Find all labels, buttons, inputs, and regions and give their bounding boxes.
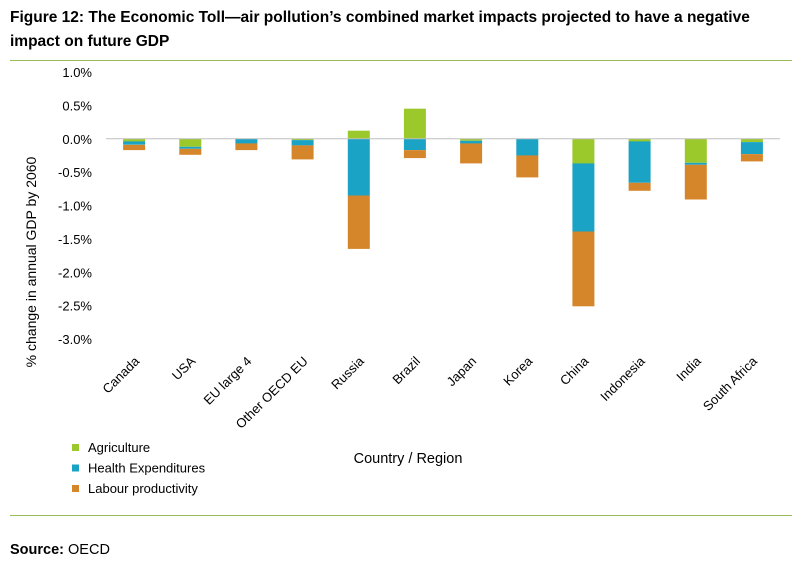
stacked-bar-chart: 1.0% 0.5% 0.0% -0.5% -1.0% -1.5% -2.0% -2.5% -3.… xyxy=(23,65,780,496)
bar-labour-productivity xyxy=(123,144,146,151)
bar-labour-productivity xyxy=(628,182,651,191)
bars-group xyxy=(123,108,763,307)
bar-labour-productivity xyxy=(684,164,707,200)
y-tick-label: 0.5% xyxy=(62,98,92,113)
bar-labour-productivity xyxy=(235,143,258,151)
x-tick-label: Japan xyxy=(444,354,480,390)
legend-swatch xyxy=(72,464,79,472)
bar-agriculture xyxy=(123,138,146,142)
y-axis-title: % change in annual GDP by 2060 xyxy=(23,156,39,367)
legend-label: Health Expenditures xyxy=(88,461,206,476)
x-tick-label: Korea xyxy=(500,353,536,389)
bottom-divider xyxy=(10,515,792,516)
y-tick-label: -2.5% xyxy=(58,299,92,314)
bar-agriculture xyxy=(179,138,202,147)
x-axis-title: Country / Region xyxy=(354,451,463,467)
bar-health-expenditures xyxy=(740,142,763,155)
figure-title: Figure 12: The Economic Toll—air polluti… xyxy=(10,9,750,50)
bar-health-expenditures xyxy=(628,141,651,183)
x-tick-label: Indonesia xyxy=(597,353,648,404)
bar-health-expenditures xyxy=(684,162,707,165)
bar-health-expenditures xyxy=(235,138,258,144)
bar-agriculture xyxy=(291,138,314,141)
x-tick-label: Canada xyxy=(99,353,142,396)
top-divider xyxy=(10,60,792,61)
bar-agriculture xyxy=(684,138,707,163)
x-tick-label: EU large 4 xyxy=(200,354,254,408)
source-value: OECD xyxy=(68,542,110,558)
bar-labour-productivity xyxy=(347,195,370,249)
y-tick-label: 0.0% xyxy=(62,132,92,147)
bar-labour-productivity xyxy=(403,150,426,159)
y-tick-label: 1.0% xyxy=(62,65,92,80)
bar-health-expenditures xyxy=(179,146,202,149)
y-tick-label: -2.0% xyxy=(58,265,92,280)
x-tick-label: USA xyxy=(169,353,199,383)
bar-labour-productivity xyxy=(572,231,595,307)
y-tick-label: -1.0% xyxy=(58,199,92,214)
legend-label: Labour productivity xyxy=(88,481,198,496)
x-tick-label: China xyxy=(557,353,592,388)
bar-agriculture xyxy=(572,138,595,164)
y-tick-label: -0.5% xyxy=(58,165,92,180)
bar-health-expenditures xyxy=(572,163,595,232)
legend-swatch xyxy=(72,485,79,492)
x-tick-label: South Africa xyxy=(700,353,761,414)
y-tick-label: -3.0% xyxy=(58,332,92,347)
bar-labour-productivity xyxy=(740,154,763,162)
bar-labour-productivity xyxy=(291,145,314,160)
y-tick-label: -1.5% xyxy=(58,232,92,247)
bar-labour-productivity xyxy=(516,155,539,178)
bar-agriculture xyxy=(740,138,763,143)
bar-agriculture xyxy=(460,138,483,141)
source-label: Source: xyxy=(10,542,64,558)
legend-swatch xyxy=(72,444,79,451)
legend-label: Agriculture xyxy=(88,440,150,455)
bar-health-expenditures xyxy=(291,140,314,146)
bar-agriculture xyxy=(403,108,426,139)
bar-health-expenditures xyxy=(516,138,539,156)
source-note: Source: OECD xyxy=(10,542,110,558)
bar-health-expenditures xyxy=(460,140,483,144)
x-tick-label: India xyxy=(673,353,704,384)
bar-agriculture xyxy=(628,138,651,142)
bar-health-expenditures xyxy=(347,138,370,196)
legend: Agriculture Health Expenditures Labour pro… xyxy=(72,440,206,496)
x-tick-label: Brazil xyxy=(389,353,423,387)
x-tick-label: Russia xyxy=(328,353,367,392)
y-axis-ticks: 1.0% 0.5% 0.0% -0.5% -1.0% -1.5% -2.0% -2.5% -3.… xyxy=(58,65,92,347)
bar-agriculture xyxy=(347,130,370,139)
bar-labour-productivity xyxy=(179,148,202,155)
bar-health-expenditures xyxy=(403,138,426,151)
bar-labour-productivity xyxy=(460,143,483,164)
bar-health-expenditures xyxy=(123,141,146,145)
